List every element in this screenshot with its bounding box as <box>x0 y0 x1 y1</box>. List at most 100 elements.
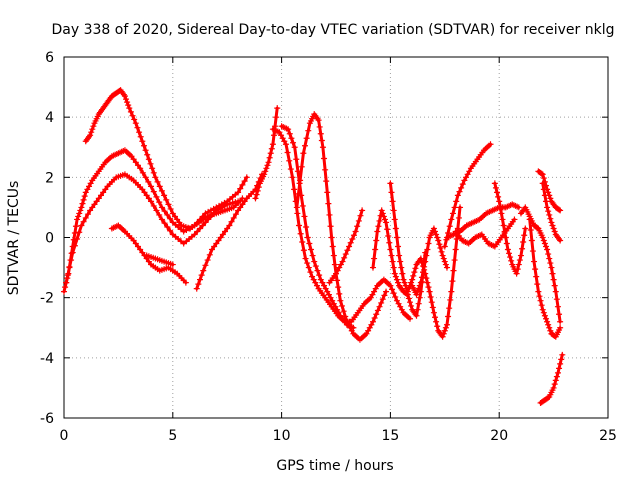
data-point <box>558 356 565 363</box>
data-point <box>381 216 388 223</box>
data-point <box>349 236 356 243</box>
data-point <box>553 296 560 303</box>
data-point <box>286 157 293 164</box>
data-point <box>540 309 547 316</box>
data-point <box>267 150 274 157</box>
series-track-16 <box>443 201 522 241</box>
data-point <box>262 168 269 175</box>
data-point <box>499 216 506 223</box>
series-track-14 <box>409 225 450 298</box>
data-point <box>136 129 143 136</box>
data-point <box>428 299 435 306</box>
data-point <box>390 207 397 214</box>
data-point <box>134 243 141 250</box>
data-point <box>324 189 331 196</box>
data-point <box>149 165 156 172</box>
data-point <box>432 314 439 321</box>
series-track-21 <box>539 180 564 244</box>
data-point <box>325 200 332 207</box>
data-point <box>446 305 453 312</box>
data-point <box>72 223 79 230</box>
data-point <box>390 290 397 297</box>
data-point <box>379 296 386 303</box>
data-point <box>150 169 157 176</box>
data-point <box>423 275 430 282</box>
data-point <box>520 239 527 246</box>
data-point <box>391 270 398 277</box>
data-point <box>425 240 432 247</box>
data-point <box>395 243 402 250</box>
data-point <box>448 216 455 223</box>
data-point <box>448 288 455 295</box>
data-point <box>330 300 337 307</box>
data-point <box>87 180 94 187</box>
data-point <box>137 133 144 140</box>
data-point <box>441 243 448 250</box>
data-point <box>453 198 460 205</box>
data-point <box>390 264 397 271</box>
data-point <box>139 186 146 193</box>
data-marks <box>61 87 566 406</box>
data-point <box>167 215 174 222</box>
data-point <box>145 156 152 163</box>
data-point <box>434 234 441 241</box>
data-point <box>395 300 402 307</box>
series-track-11 <box>326 207 366 286</box>
data-point <box>427 293 434 300</box>
data-point <box>88 129 95 136</box>
data-point <box>337 297 344 304</box>
data-point <box>241 178 248 185</box>
data-point <box>289 174 296 181</box>
data-point <box>548 219 555 226</box>
data-point <box>301 213 308 220</box>
data-point <box>338 302 345 309</box>
data-point <box>161 192 168 199</box>
data-point <box>416 282 423 289</box>
data-point <box>330 252 337 259</box>
data-point <box>545 321 552 328</box>
data-point <box>539 180 546 187</box>
data-point <box>134 162 141 169</box>
data-point <box>95 195 102 202</box>
data-point <box>547 327 554 334</box>
data-point <box>254 187 261 194</box>
data-point <box>139 249 146 256</box>
data-point <box>304 260 311 267</box>
data-point <box>321 282 328 289</box>
data-point <box>369 264 376 271</box>
data-point <box>397 303 404 310</box>
data-point <box>311 258 318 265</box>
data-point <box>556 365 563 372</box>
data-point <box>309 273 316 280</box>
data-point <box>441 327 448 334</box>
data-point <box>195 281 202 288</box>
y-tick-label: -2 <box>40 291 54 307</box>
data-point <box>167 227 174 234</box>
data-point <box>197 276 203 283</box>
data-point <box>415 285 422 292</box>
data-point <box>261 171 268 178</box>
data-point <box>312 279 319 286</box>
data-point <box>131 116 138 123</box>
data-point <box>153 207 160 214</box>
data-point <box>554 369 561 376</box>
data-point <box>317 130 324 137</box>
data-point <box>455 214 462 221</box>
data-point <box>442 324 449 331</box>
data-point <box>536 293 543 300</box>
data-point <box>393 234 400 241</box>
data-point <box>300 150 307 157</box>
data-point <box>508 257 515 264</box>
data-point <box>545 251 552 258</box>
data-point <box>548 264 555 271</box>
data-point <box>87 132 94 139</box>
data-point <box>551 228 558 235</box>
data-point <box>550 384 557 391</box>
data-point <box>532 266 539 273</box>
data-point <box>329 243 336 250</box>
data-point <box>204 257 211 264</box>
series-track-18 <box>491 180 529 277</box>
data-point <box>140 142 147 149</box>
x-axis-label: GPS time / hours <box>276 458 393 474</box>
data-point <box>540 175 547 182</box>
